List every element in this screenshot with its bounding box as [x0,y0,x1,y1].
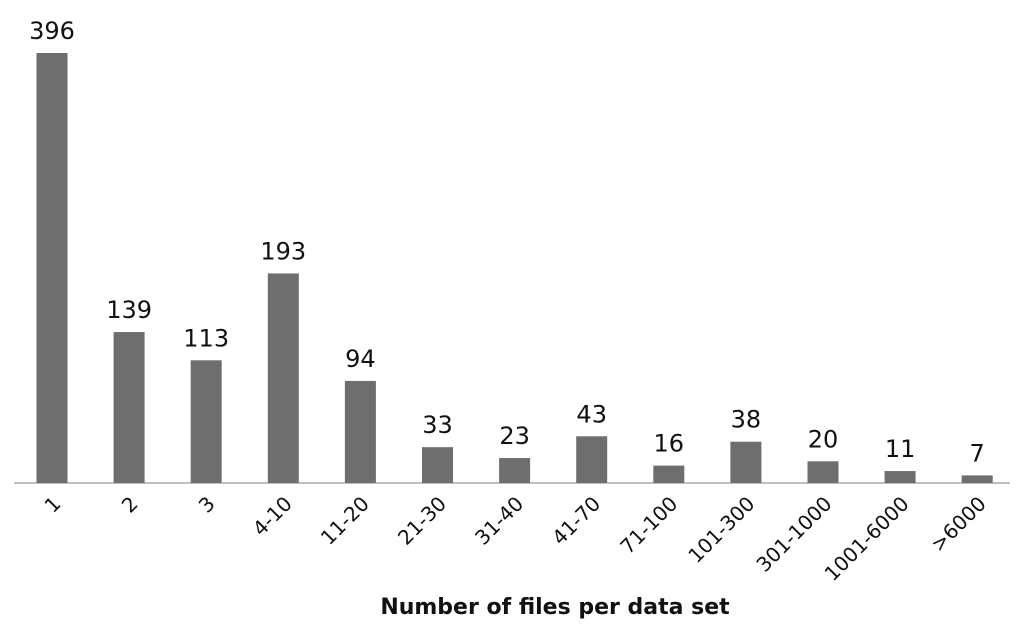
bar [653,465,685,483]
bar [267,273,299,483]
x-tick-label: 31-40 [470,492,528,550]
bar [807,461,839,483]
x-tick-label: 11-20 [316,492,374,550]
bar [961,475,993,483]
value-label: 33 [422,411,453,439]
value-label: 113 [183,324,229,352]
bar [884,471,916,483]
value-label: 94 [345,345,376,373]
x-tick-label: >6000 [926,492,991,557]
value-label: 193 [260,237,306,265]
x-tick-label: 41-70 [547,492,605,550]
value-label: 139 [106,296,152,324]
x-tick-label: 101-300 [683,492,759,568]
bar [499,458,531,483]
x-tick-label: 21-30 [393,492,451,550]
value-label: 43 [576,400,607,428]
value-label: 7 [970,439,985,467]
x-axis-title: Number of files per data set [380,595,730,620]
bar [344,380,376,483]
bar [730,441,762,483]
bar [113,332,145,483]
x-tick-label: 1 [40,492,66,518]
value-label: 23 [499,422,530,450]
bar [422,447,453,483]
x-tick-label: 4-10 [248,492,297,541]
bar [36,53,68,483]
value-label: 20 [808,425,839,453]
x-tick-label: 1001-6000 [820,492,914,586]
x-tick-label: 71-100 [615,492,682,559]
value-label: 16 [654,430,685,458]
x-tick-label: 3 [194,492,220,518]
value-label: 396 [29,17,75,45]
bar [190,360,222,483]
x-tick-label: 2 [117,492,143,518]
value-label: 38 [731,406,762,434]
value-label: 11 [885,435,916,463]
bar [576,436,608,483]
